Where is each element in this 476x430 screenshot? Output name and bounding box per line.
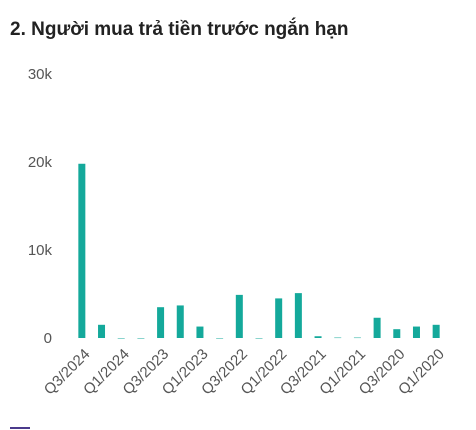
bar: [216, 338, 224, 339]
y-tick-label: 10k: [28, 242, 53, 259]
chart-title: 2. Người mua trả tiền trước ngắn hạn: [10, 18, 349, 40]
y-tick-label: 20k: [28, 154, 53, 171]
bar: [255, 338, 263, 339]
bar: [78, 163, 86, 338]
bar: [235, 294, 243, 338]
bar: [196, 326, 204, 338]
bar: [176, 305, 184, 338]
bar: [294, 293, 302, 338]
bar: [334, 337, 342, 339]
bar: [117, 338, 125, 339]
bar: [393, 329, 401, 338]
bar: [432, 324, 440, 338]
bar: [137, 338, 145, 339]
bar: [98, 324, 106, 338]
bar: [373, 317, 381, 338]
bar: [157, 307, 165, 338]
bar: [314, 336, 322, 338]
y-tick-label: 0: [44, 330, 52, 347]
bar: [353, 337, 361, 339]
bar: [275, 298, 283, 338]
bar: [412, 326, 420, 338]
y-tick-label: 30k: [28, 66, 53, 83]
